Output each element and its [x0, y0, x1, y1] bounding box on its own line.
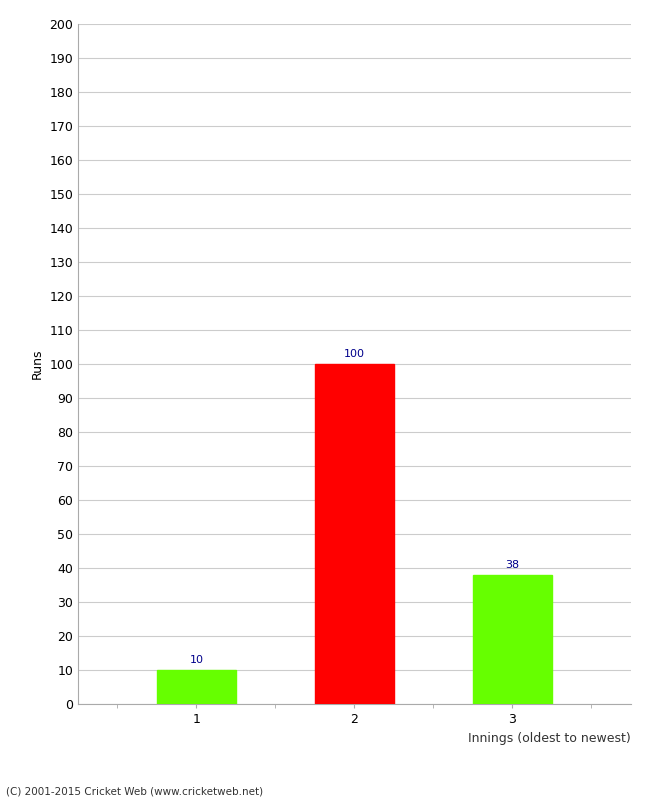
- Bar: [157, 670, 236, 704]
- Bar: [315, 364, 394, 704]
- Bar: [473, 574, 552, 704]
- Text: 10: 10: [189, 655, 203, 665]
- Text: 100: 100: [344, 349, 365, 359]
- Text: (C) 2001-2015 Cricket Web (www.cricketweb.net): (C) 2001-2015 Cricket Web (www.cricketwe…: [6, 786, 264, 796]
- Text: 38: 38: [505, 560, 519, 570]
- Y-axis label: Runs: Runs: [31, 349, 44, 379]
- Text: Innings (oldest to newest): Innings (oldest to newest): [468, 732, 630, 745]
